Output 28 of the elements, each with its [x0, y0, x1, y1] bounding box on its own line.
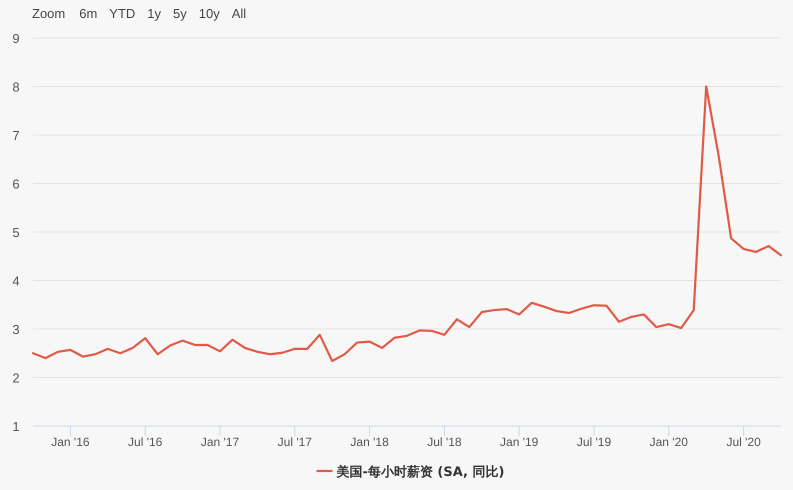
y-tick-label: 4: [12, 274, 20, 288]
y-tick-label: 5: [12, 225, 20, 240]
y-tick-label: 9: [12, 31, 20, 46]
x-tick-label: Jan '17: [200, 435, 240, 449]
x-tick-label: Jul '18: [427, 435, 462, 449]
y-tick-label: 8: [12, 80, 20, 94]
x-tick-label: Jul '16: [128, 435, 163, 449]
text: Zoom: [32, 6, 66, 21]
y-tick-label: 3: [12, 322, 20, 337]
text: 10y: [198, 6, 220, 21]
y-tick-label: 1: [12, 419, 20, 434]
text: All: [232, 6, 246, 21]
legend-label: 美国-每小时薪资 (SA, 同比): [336, 464, 504, 480]
y-tick-label: 7: [12, 128, 20, 143]
y-tick-label: 2: [12, 370, 20, 386]
x-tick-label: Jul '19: [576, 435, 612, 449]
x-tick-label: Jul '20: [726, 435, 762, 449]
text: 6m: [79, 6, 98, 21]
text: 1y: [147, 6, 162, 21]
text: 5y: [173, 6, 188, 21]
x-tick-label: Jul '17: [278, 435, 312, 449]
text: YTD: [109, 6, 136, 21]
x-tick-label: Jan '20: [650, 435, 688, 449]
line-series: [32, 85, 782, 362]
x-tick-label: Jan '19: [500, 435, 539, 449]
x-tick-label: Jan '16: [51, 435, 90, 449]
x-tick-label: Jan '18: [350, 435, 390, 449]
y-tick-label: 6: [12, 176, 20, 192]
